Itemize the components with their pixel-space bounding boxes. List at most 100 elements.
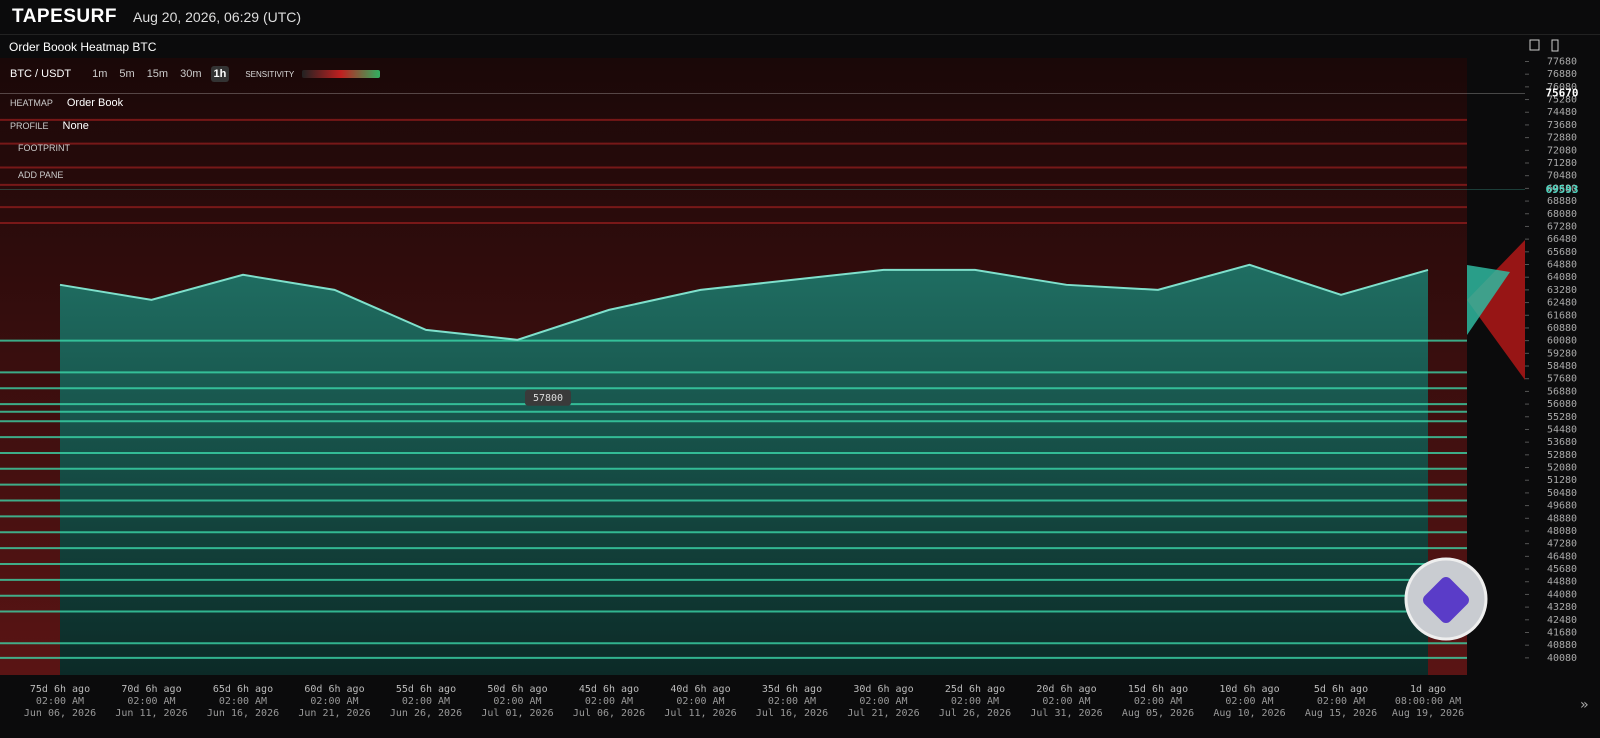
- profile-layer[interactable]: PROFILE None: [10, 120, 89, 132]
- y-tick-label: 67280: [1547, 221, 1577, 232]
- x-tick-time: 02:00 AM: [951, 696, 999, 707]
- interval[interactable]: 15m: [146, 68, 169, 80]
- x-tick-label: 10d 6h ago: [1219, 684, 1279, 695]
- layer-label: PROFILE: [10, 121, 49, 131]
- layer-label: FOOTPRINT: [18, 143, 70, 153]
- y-tick-label: 76080: [1547, 82, 1577, 93]
- x-tick-time: 02:00 AM: [1042, 696, 1090, 707]
- y-tick-label: 47280: [1547, 539, 1577, 550]
- y-tick-label: 64880: [1547, 260, 1577, 271]
- y-tick-label: 68880: [1547, 196, 1577, 207]
- add-pane[interactable]: ADD PANE: [18, 170, 63, 180]
- x-tick-date: Jun 06, 2026: [24, 708, 96, 719]
- y-tick-label: 42480: [1547, 615, 1577, 626]
- x-tick-label: 30d 6h ago: [853, 684, 913, 695]
- x-tick-label: 15d 6h ago: [1128, 684, 1188, 695]
- x-tick-time: 02:00 AM: [36, 696, 84, 707]
- layer-value[interactable]: Order Book: [66, 97, 124, 109]
- y-tick-label: 49680: [1547, 501, 1577, 512]
- y-tick-label: 48880: [1547, 513, 1577, 524]
- x-tick-time: 02:00 AM: [768, 696, 816, 707]
- x-tick-time: 02:00 AM: [585, 696, 633, 707]
- window-button[interactable]: [1529, 39, 1540, 51]
- header: TAPESURF Aug 20, 2026, 06:29 (UTC): [0, 0, 1600, 35]
- x-tick-label: 40d 6h ago: [670, 684, 730, 695]
- price-marker: 75670: [1545, 86, 1578, 99]
- heatmap-layer[interactable]: HEATMAP Order Book: [10, 97, 123, 109]
- symbol[interactable]: BTC / USDT: [10, 68, 72, 80]
- y-tick-label: 69680: [1547, 183, 1577, 194]
- interval[interactable]: 5m: [119, 68, 135, 80]
- x-tick-date: Aug 10, 2026: [1213, 708, 1285, 719]
- layer-value[interactable]: None: [62, 120, 89, 132]
- y-tick-label: 57680: [1547, 374, 1577, 385]
- x-tick-label: 70d 6h ago: [121, 684, 181, 695]
- y-tick-label: 72080: [1547, 145, 1577, 156]
- x-tick-date: Jun 21, 2026: [298, 708, 370, 719]
- x-tick-label: 60d 6h ago: [304, 684, 364, 695]
- x-tick-date: Aug 05, 2026: [1122, 708, 1194, 719]
- x-tick-label: 55d 6h ago: [396, 684, 456, 695]
- y-tick-label: 48080: [1547, 526, 1577, 537]
- layer-label: HEATMAP: [10, 98, 53, 108]
- timestamp: Aug 20, 2026, 06:29 (UTC): [132, 9, 302, 25]
- sensitivity-slider[interactable]: [302, 70, 381, 78]
- y-tick-label: 44880: [1547, 577, 1577, 588]
- add-pane-label[interactable]: ADD PANE: [18, 170, 64, 180]
- logo[interactable]: TAPESURF: [12, 6, 117, 27]
- y-tick-label: 75280: [1547, 95, 1577, 106]
- y-tick-label: 41680: [1547, 627, 1577, 638]
- window-button[interactable]: [1551, 39, 1559, 52]
- x-tick-label: 25d 6h ago: [945, 684, 1005, 695]
- y-tick-label: 54480: [1547, 424, 1577, 435]
- y-tick-label: 50480: [1547, 488, 1577, 499]
- footprint-layer[interactable]: FOOTPRINT: [18, 143, 70, 153]
- price-axis: [1525, 58, 1600, 675]
- y-tick-label: 77680: [1547, 56, 1577, 67]
- y-tick-label: 66480: [1547, 234, 1577, 245]
- y-tick-label: 72880: [1547, 133, 1577, 144]
- y-tick-label: 62480: [1547, 298, 1577, 309]
- y-tick-label: 65680: [1547, 247, 1577, 258]
- toolbar: BTC / USDT 1m 5m 15m 30m 1h SENSITIVITY: [10, 66, 381, 82]
- x-tick-label: 50d 6h ago: [487, 684, 547, 695]
- intervals: 1m 5m 15m 30m 1h: [89, 66, 230, 82]
- x-tick-date: Jun 26, 2026: [390, 708, 462, 719]
- y-tick-label: 60080: [1547, 336, 1577, 347]
- x-tick-date: Aug 15, 2026: [1305, 708, 1377, 719]
- x-tick-date: Jul 06, 2026: [573, 708, 645, 719]
- x-tick-date: Jul 01, 2026: [481, 708, 553, 719]
- y-tick-label: 53680: [1547, 437, 1577, 448]
- y-tick-label: 56080: [1547, 399, 1577, 410]
- x-tick-time: 02:00 AM: [676, 696, 724, 707]
- y-tick-label: 60880: [1547, 323, 1577, 334]
- x-tick-date: Jun 16, 2026: [207, 708, 279, 719]
- x-tick-time: 02:00 AM: [1134, 696, 1182, 707]
- x-tick-date: Aug 19, 2026: [1392, 708, 1464, 719]
- interval[interactable]: 1h: [210, 66, 230, 82]
- y-tick-label: 45680: [1547, 564, 1577, 575]
- y-tick-label: 56880: [1547, 386, 1577, 397]
- x-tick-label: 75d 6h ago: [30, 684, 90, 695]
- interval[interactable]: 30m: [180, 68, 202, 80]
- y-tick-label: 74480: [1547, 107, 1577, 118]
- y-tick-label: 58480: [1547, 361, 1577, 372]
- y-tick-label: 43280: [1547, 602, 1577, 613]
- x-tick-time: 08:00:00 AM: [1395, 696, 1461, 707]
- x-tick-label: 1d ago: [1410, 684, 1446, 695]
- badge-icon: [1423, 577, 1469, 623]
- expand-button[interactable]: »: [1580, 697, 1588, 713]
- x-tick-time: 02:00 AM: [1225, 696, 1273, 707]
- x-tick-date: Jul 11, 2026: [664, 708, 736, 719]
- x-tick-label: 5d 6h ago: [1314, 684, 1368, 695]
- x-tick-time: 02:00 AM: [859, 696, 907, 707]
- x-tick-label: 65d 6h ago: [213, 684, 273, 695]
- x-tick-date: Jul 21, 2026: [847, 708, 919, 719]
- x-tick-label: 20d 6h ago: [1036, 684, 1096, 695]
- x-tick-time: 02:00 AM: [402, 696, 450, 707]
- low-marker: 57800: [533, 393, 563, 404]
- interval[interactable]: 1m: [92, 68, 108, 80]
- y-tick-label: 40080: [1547, 653, 1577, 664]
